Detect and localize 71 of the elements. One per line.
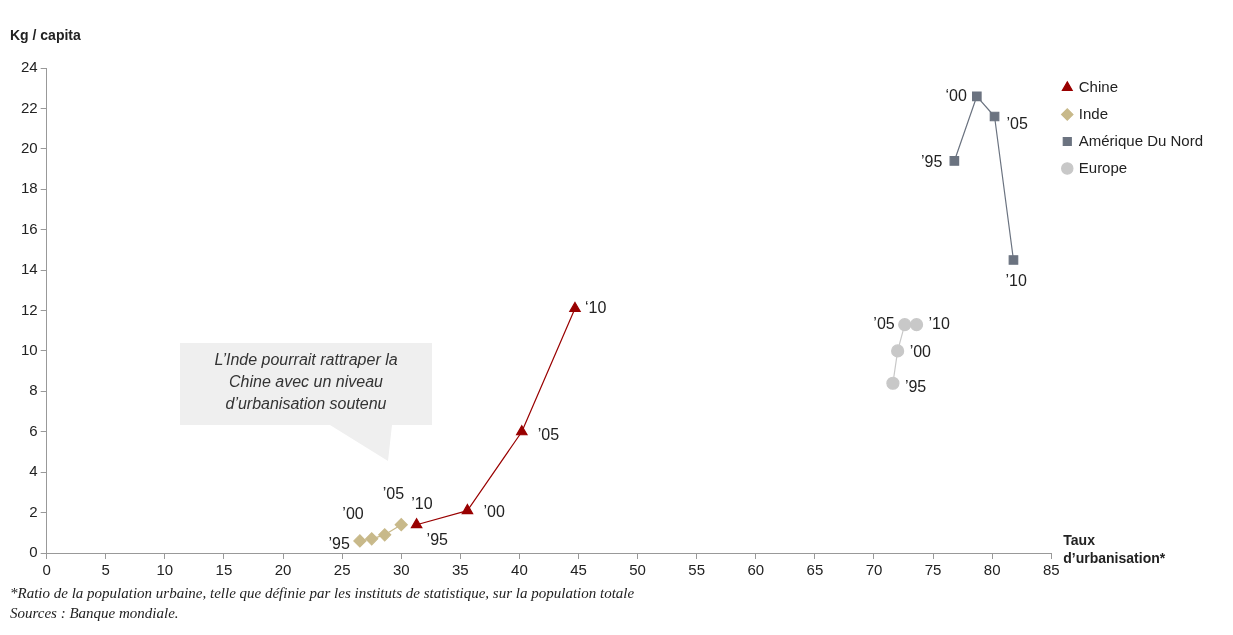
annotation: ’00 bbox=[483, 502, 505, 520]
annotation: ’95 bbox=[426, 531, 449, 549]
y-tick-label: 10 bbox=[21, 341, 38, 359]
annotation: ’05 bbox=[1006, 114, 1028, 132]
point bbox=[949, 156, 960, 166]
y-tick-label: 22 bbox=[21, 98, 38, 116]
point bbox=[569, 301, 581, 313]
legend-label: Chine bbox=[1078, 77, 1118, 95]
annotation: ’00 bbox=[909, 343, 932, 361]
point bbox=[410, 518, 423, 529]
point bbox=[394, 518, 408, 532]
point bbox=[516, 425, 528, 436]
annotation: ’10 bbox=[411, 495, 433, 513]
annotation: ’10 bbox=[1005, 272, 1027, 290]
x-tick-label: 55 bbox=[688, 561, 706, 579]
y-tick-label: 8 bbox=[29, 381, 38, 399]
x-tick-label: 65 bbox=[806, 561, 824, 579]
point bbox=[353, 534, 367, 548]
y-tick-label: 2 bbox=[29, 502, 38, 520]
point bbox=[886, 376, 900, 390]
legend-label: Inde bbox=[1078, 104, 1108, 122]
y-tick-label: 0 bbox=[29, 543, 38, 561]
y-tick-label: 6 bbox=[29, 421, 38, 439]
x-tick-label: 10 bbox=[156, 561, 174, 579]
point bbox=[898, 318, 912, 332]
annotation: ‘00 bbox=[945, 86, 967, 104]
x-tick-label: 45 bbox=[570, 561, 587, 579]
x-tick-label: 0 bbox=[42, 561, 51, 579]
x-tick-label: 30 bbox=[392, 561, 410, 579]
x-tick-label: 85 bbox=[1042, 561, 1060, 579]
y-tick-label: 20 bbox=[21, 138, 38, 156]
x-tick-label: 5 bbox=[101, 561, 110, 579]
annotation: ‘10 bbox=[584, 298, 607, 316]
x-tick-label: 15 bbox=[215, 561, 233, 579]
y-tick-label: 14 bbox=[21, 260, 38, 278]
x-axis-title: Taux d’urbanisation* bbox=[1063, 532, 1166, 566]
x-tick-label: 80 bbox=[983, 561, 1001, 579]
text: *Ratio de la population urbaine, telle que définie par les instituts de statistique, sur la population totale bbox=[10, 584, 636, 603]
x-tick-label: 75 bbox=[924, 561, 942, 579]
x-tick-label: 25 bbox=[333, 561, 351, 579]
point bbox=[365, 532, 379, 546]
annotation: ’00 bbox=[342, 505, 364, 523]
y-tick-label: 4 bbox=[29, 462, 38, 480]
legend-label: Amérique Du Nord bbox=[1078, 131, 1203, 149]
point bbox=[461, 503, 474, 515]
y-tick-label: 12 bbox=[21, 300, 38, 318]
annotation: ’05 bbox=[382, 485, 405, 503]
point bbox=[891, 344, 905, 358]
x-tick-label: 35 bbox=[452, 561, 469, 579]
point bbox=[1008, 255, 1019, 265]
annotation: ’95 bbox=[921, 153, 943, 171]
x-tick-label: 70 bbox=[865, 561, 883, 579]
annotation: ’05 bbox=[537, 426, 560, 444]
annotation: ’05 bbox=[873, 315, 895, 333]
annotation: L’Inde pourrait rattraper la Chine avec un niveau d’urbanisation soutenu bbox=[213, 350, 399, 414]
x-tick-label: 40 bbox=[511, 561, 528, 579]
point bbox=[378, 528, 392, 542]
annotation: ’10 bbox=[928, 315, 950, 333]
annotation: ’95 bbox=[904, 377, 927, 395]
y-axis-title: Kg / capita bbox=[10, 27, 82, 43]
x-tick-label: 50 bbox=[629, 561, 646, 579]
y-tick-label: 16 bbox=[21, 219, 38, 237]
point bbox=[971, 91, 982, 102]
legend-label: Europe bbox=[1078, 158, 1128, 176]
x-tick-label: 20 bbox=[274, 561, 292, 579]
source-note: Sources : Banque mondiale. bbox=[10, 604, 180, 623]
point bbox=[909, 318, 924, 332]
y-tick-label: 18 bbox=[21, 179, 38, 197]
x-tick-label: 60 bbox=[747, 561, 765, 579]
annotation: ’95 bbox=[328, 535, 350, 553]
y-tick-label: 24 bbox=[21, 58, 38, 76]
